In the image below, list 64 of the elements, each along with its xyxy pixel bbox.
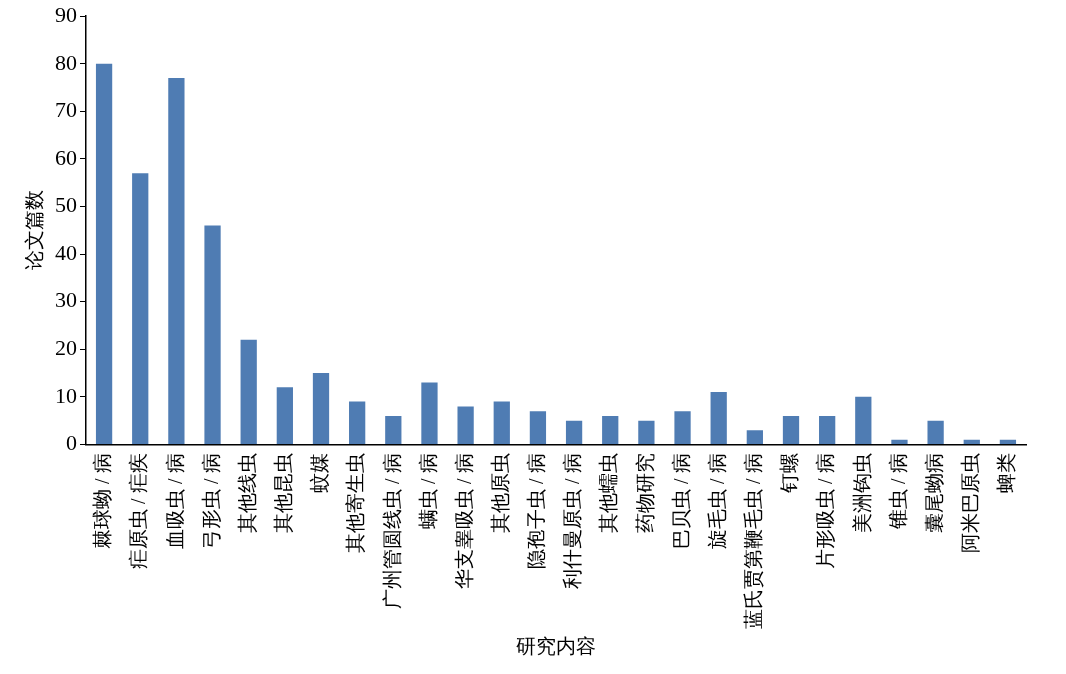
y-tick-label: 30 [55,287,77,313]
x-tick-label: 弓形虫 / 病 [199,453,222,550]
y-tick-label: 90 [55,1,77,27]
bar [602,415,619,444]
bar [746,430,763,444]
bar [493,401,510,444]
bar [312,373,330,444]
bar [95,63,113,444]
y-tick-label: 20 [55,335,77,361]
bar [421,382,438,444]
bar [710,392,727,444]
x-tick-label: 隐孢子虫 / 病 [525,453,548,570]
x-tick-label: 广州管圆线虫 / 病 [380,453,403,610]
bar [638,420,655,444]
bar [457,406,474,444]
x-tick-label: 其他蠕虫 [597,453,620,534]
bar [819,415,836,444]
bar [963,439,980,444]
bar [240,339,257,444]
y-tick-label: 0 [66,430,77,456]
bar [529,411,547,444]
bar [168,78,185,444]
x-tick-label: 阿米巴原虫 [959,453,982,554]
bar [891,439,908,444]
bar [565,420,583,444]
bar [276,387,293,444]
bar [349,401,366,444]
x-tick-label: 其他昆虫 [272,453,295,534]
x-tick-label: 利什曼原虫 / 病 [561,453,584,590]
y-tick-label: 50 [55,192,77,218]
y-tick-label: 70 [55,97,77,123]
x-tick-label: 美洲钩虫 [850,453,873,534]
x-tick-label: 棘球蚴 / 病 [91,453,114,550]
x-tick-label: 蜱类 [995,453,1018,494]
bar [855,396,872,444]
y-tick-label: 10 [55,382,77,408]
bar [782,415,800,444]
x-tick-label: 疟原虫 / 疟疾 [127,453,150,570]
bar [132,173,149,444]
x-tick-label: 螨虫 / 病 [416,453,439,530]
x-tick-label: 片形吸虫 / 病 [814,453,837,570]
x-tick-label: 锥虫 / 病 [886,453,909,531]
bar [204,225,221,444]
bar [999,439,1017,444]
x-tick-label: 其他寄生虫 [344,453,367,554]
x-tick-label: 其他线虫 [235,453,258,534]
y-tick-label: 80 [55,49,77,75]
x-tick-label: 钉螺 [778,453,801,495]
y-tick-label: 60 [55,144,77,170]
x-tick-label: 血吸虫 / 病 [163,453,186,550]
x-tick-label: 巴贝虫 / 病 [669,453,692,550]
y-tick-label: 40 [55,239,77,265]
x-tick-label: 旋毛虫 / 病 [705,453,728,550]
bar [385,415,402,444]
x-tick-label: 药物研究 [633,453,656,534]
y-axis-title: 论文篇数 [23,190,46,271]
x-tick-label: 蚊媒 [308,453,331,494]
x-tick-label: 华支睾吸虫 / 病 [452,453,475,590]
bar [927,420,944,444]
x-tick-label: 囊尾蚴病 [922,453,945,534]
bar [674,411,691,444]
x-axis-title: 研究内容 [516,635,596,658]
x-tick-label: 其他原虫 [489,453,512,534]
x-tick-label: 蓝氏贾第鞭毛虫 / 病 [742,453,765,630]
